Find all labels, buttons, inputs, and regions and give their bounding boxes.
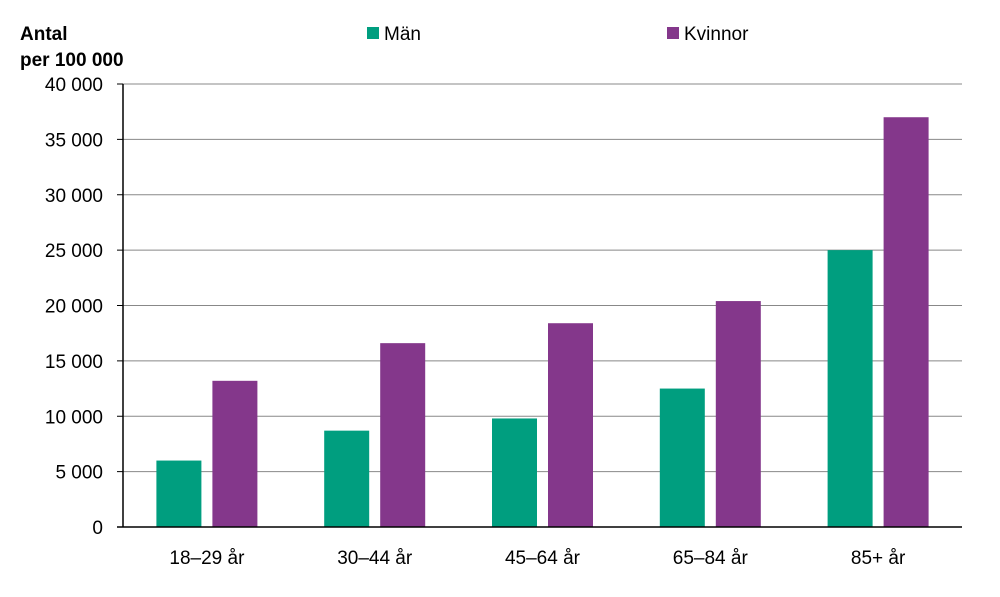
x-tick-label: 85+ år bbox=[851, 548, 906, 569]
y-tick-label: 10 000 bbox=[45, 407, 103, 428]
legend-label-man: Män bbox=[384, 24, 421, 45]
bar-man-2 bbox=[492, 418, 537, 527]
x-axis-ticks: 18–29 år 30–44 år 45–64 år 65–84 år 85+ år bbox=[169, 548, 906, 569]
y-tick-label: 30 000 bbox=[45, 186, 103, 207]
y-tick-label: 25 000 bbox=[45, 241, 103, 262]
legend-swatch-kvinnor bbox=[667, 27, 679, 39]
x-tick-label: 30–44 år bbox=[337, 548, 413, 569]
y-axis-title-line-2: per 100 000 bbox=[20, 50, 124, 71]
y-axis-title-line-1: Antal bbox=[20, 24, 68, 45]
y-tick-label: 15 000 bbox=[45, 352, 103, 373]
y-tick-label: 40 000 bbox=[45, 75, 103, 96]
bar-man-1 bbox=[324, 430, 370, 527]
x-tick-label: 65–84 år bbox=[673, 548, 749, 569]
legend-swatch-man bbox=[367, 27, 379, 39]
gridlines bbox=[123, 83, 962, 473]
y-tick-label: 5 000 bbox=[55, 463, 103, 484]
legend: Män Kvinnor bbox=[367, 24, 749, 45]
bar-kvinnor-4 bbox=[883, 117, 929, 527]
legend-label-kvinnor: Kvinnor bbox=[684, 24, 749, 45]
x-tick-label: 18–29 år bbox=[169, 548, 245, 569]
x-tick-label: 45–64 år bbox=[505, 548, 581, 569]
bar-man-4 bbox=[827, 250, 873, 527]
y-tick-label: 35 000 bbox=[45, 130, 103, 151]
bar-kvinnor-2 bbox=[548, 323, 593, 527]
bar-kvinnor-0 bbox=[212, 380, 258, 527]
bar-kvinnor-1 bbox=[380, 343, 426, 527]
y-axis-ticks: 0 5 000 10 000 15 000 20 000 25 000 30 000 35 0… bbox=[45, 75, 123, 539]
y-tick-label: 20 000 bbox=[45, 297, 103, 318]
bars bbox=[156, 117, 929, 527]
bar-kvinnor-3 bbox=[715, 301, 761, 527]
bar-man-0 bbox=[156, 460, 202, 527]
y-tick-label: 0 bbox=[92, 518, 103, 539]
bar-man-3 bbox=[659, 388, 705, 527]
